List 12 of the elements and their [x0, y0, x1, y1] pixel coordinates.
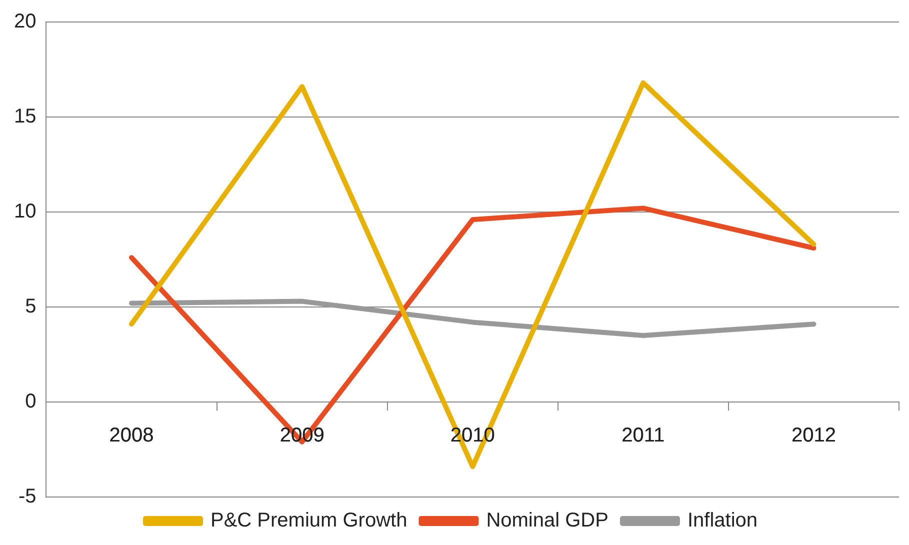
x-tick-label: 2008 — [109, 424, 154, 447]
x-tick-label: 2011 — [622, 424, 665, 447]
y-tick-label: 10 — [14, 200, 36, 223]
legend-label: P&C Premium Growth — [210, 510, 408, 532]
y-tick-label: 0 — [25, 390, 36, 413]
y-tick-label: 5 — [25, 296, 36, 318]
y-tick-label: 20 — [14, 10, 36, 33]
y-tick-label: 15 — [14, 106, 36, 128]
y-tick-label: -5 — [18, 486, 36, 508]
x-tick-label: 2012 — [791, 424, 836, 447]
legend-label: Nominal GDP — [486, 510, 608, 532]
legend-label: Inflation — [687, 510, 758, 532]
